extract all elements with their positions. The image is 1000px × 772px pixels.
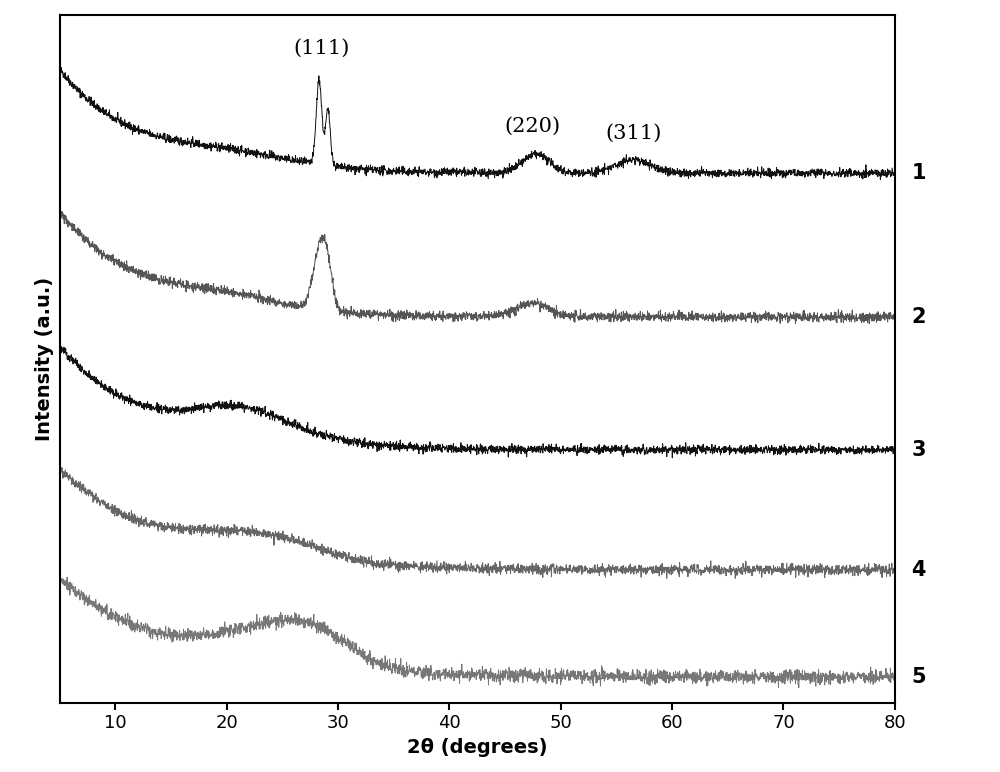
Text: 2: 2 [912,307,926,327]
Text: (311): (311) [605,124,661,143]
Text: (111): (111) [293,39,349,58]
Text: 5: 5 [912,667,926,687]
X-axis label: 2θ (degrees): 2θ (degrees) [407,738,547,757]
Text: 3: 3 [912,440,926,460]
Y-axis label: Intensity (a.u.): Intensity (a.u.) [35,276,54,441]
Text: 1: 1 [912,163,926,183]
Text: 4: 4 [912,560,926,580]
Text: (220): (220) [505,117,561,136]
